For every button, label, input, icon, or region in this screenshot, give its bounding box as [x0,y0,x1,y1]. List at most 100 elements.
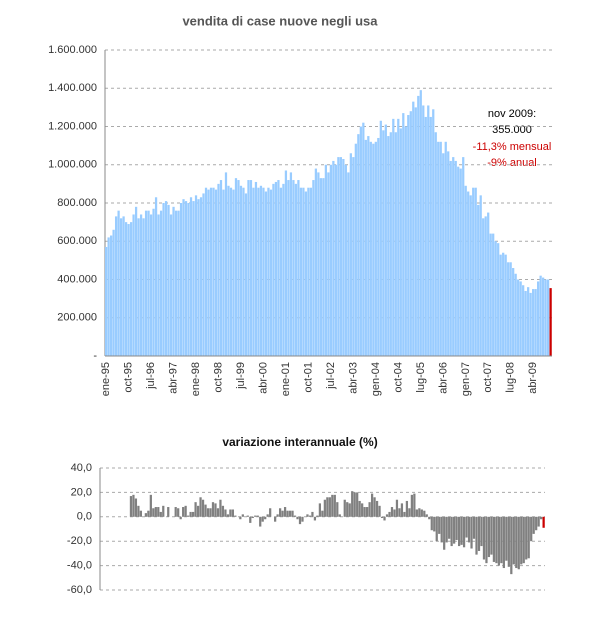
bar [344,164,347,356]
bar [384,124,387,357]
bar [129,496,133,517]
bar [149,494,152,517]
bar [266,514,269,517]
bar [367,136,370,356]
bar [105,246,108,356]
bar [316,515,319,517]
bar [448,516,451,539]
bar [154,197,158,356]
bar [382,130,385,356]
x-tick-label: abr-97 [168,362,180,394]
bar [447,151,450,356]
bar [445,516,448,543]
bar [254,515,257,517]
bar [269,189,273,356]
bar [149,214,153,356]
bar [227,185,230,356]
bar [465,516,468,538]
bar [505,516,508,561]
x-tick-label: abr-03 [347,362,359,394]
bar [234,178,238,356]
bar [438,516,441,534]
bar [294,183,298,356]
bar [487,516,491,558]
bar [284,170,288,356]
bar [372,143,375,356]
bar [224,172,228,356]
bar [122,216,125,356]
bar [293,515,297,517]
bar [326,497,329,517]
y-tick-label: -40,0 [67,560,92,572]
bar [393,509,396,517]
bar [249,516,252,523]
bar [174,507,177,517]
bar [311,511,314,517]
bar [430,516,433,531]
bar [199,497,202,517]
bar [328,497,331,517]
bar [354,143,357,356]
bar [331,494,334,517]
bar [539,275,542,356]
bar [239,516,242,520]
bar [389,132,392,356]
bar [157,507,160,517]
bar [257,187,260,356]
bar [152,508,155,517]
bar [334,164,337,356]
bar [212,187,215,356]
bar [353,492,356,517]
bar [222,189,225,356]
bar [259,516,262,527]
bar [346,502,349,517]
bar [385,514,389,517]
bar [332,160,335,356]
bar [167,204,170,356]
bar [432,109,435,356]
bar [219,499,222,517]
bar [229,187,233,356]
bar [535,516,538,531]
bar [147,510,150,517]
bar [352,157,355,356]
bar [460,516,463,545]
bar [549,288,552,356]
bar [379,120,382,356]
bar [339,157,342,356]
bar [455,516,458,540]
bar [485,516,488,564]
bar [324,164,328,356]
bar [214,503,217,517]
bar [229,509,232,517]
bar [512,516,515,565]
bar [429,116,432,356]
bar [137,218,140,356]
bar [495,516,498,564]
bar [278,508,282,517]
bar [277,180,280,356]
bar [363,507,366,517]
bar [206,508,210,517]
bar [209,508,212,517]
bar [383,516,386,521]
bar [164,201,168,356]
y-tick-label: 1.600.000 [48,44,97,56]
bar [107,237,110,356]
bar [336,502,339,517]
bar [410,494,413,517]
bar [544,279,547,356]
bar [378,505,381,517]
bar [307,187,310,356]
bar [119,218,123,356]
x-tick-label: oct-01 [302,362,314,393]
bar [388,511,391,517]
bar [147,210,150,356]
bar [519,281,522,356]
bar [484,216,487,356]
bar [433,516,436,532]
bar [399,128,402,356]
bar [246,515,249,517]
bar [398,508,401,517]
bar [317,172,320,356]
